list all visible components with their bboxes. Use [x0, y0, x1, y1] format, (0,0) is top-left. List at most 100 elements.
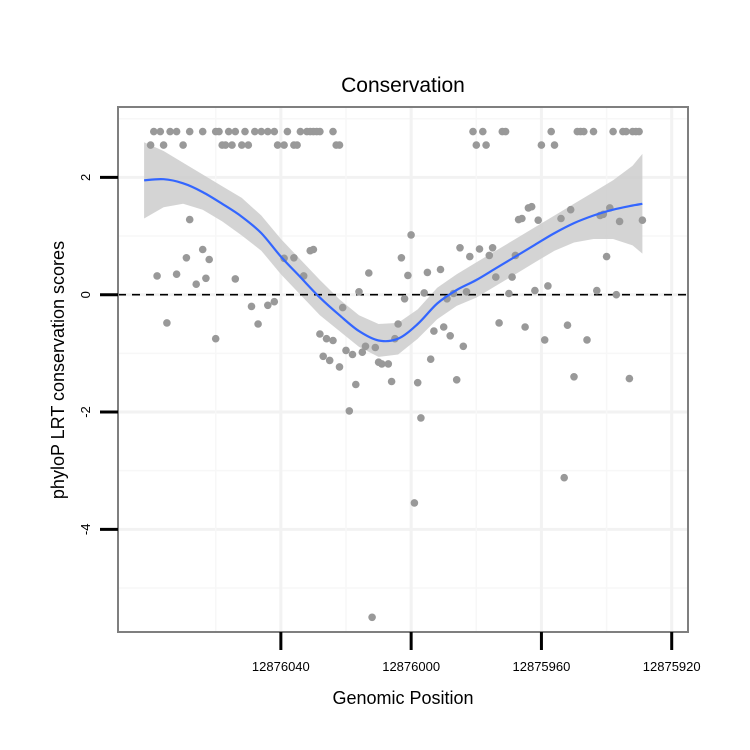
x-tick-label: 12875920 — [643, 659, 701, 674]
x-tick-label: 12876040 — [252, 659, 310, 674]
data-point — [593, 286, 601, 295]
data-point — [469, 127, 477, 136]
data-point — [466, 252, 474, 261]
data-point — [397, 253, 406, 262]
data-point — [270, 127, 279, 136]
data-point — [384, 360, 393, 368]
data-point — [378, 360, 386, 368]
data-point — [153, 272, 161, 280]
data-point — [231, 275, 240, 283]
data-point — [482, 141, 490, 149]
data-point — [371, 343, 380, 352]
data-point — [280, 141, 288, 149]
data-point — [198, 245, 207, 254]
data-point — [609, 127, 617, 136]
data-point — [387, 377, 396, 386]
data-point — [316, 330, 324, 338]
data-point — [224, 127, 233, 136]
data-point — [163, 319, 171, 327]
data-point — [540, 336, 549, 344]
data-point — [583, 336, 591, 344]
x-tick-label: 12875960 — [513, 659, 571, 674]
data-point — [436, 265, 445, 274]
data-point — [420, 289, 429, 297]
panel-border — [117, 106, 689, 633]
data-point — [400, 295, 409, 303]
data-point — [426, 355, 435, 364]
data-point — [251, 127, 259, 136]
data-point — [602, 252, 611, 261]
data-point — [452, 376, 461, 384]
data-point — [309, 245, 318, 254]
data-point — [492, 273, 500, 281]
plot-panel — [117, 106, 689, 633]
data-point — [550, 141, 559, 149]
data-point — [273, 141, 282, 149]
data-point — [361, 342, 370, 351]
data-point — [580, 127, 588, 136]
smooth-fit-line — [144, 177, 643, 343]
data-point — [264, 301, 272, 310]
data-point — [521, 323, 529, 331]
data-point — [293, 141, 301, 149]
data-point — [319, 352, 328, 361]
data-point — [534, 216, 542, 224]
data-point — [238, 141, 246, 149]
data-point — [345, 407, 354, 415]
data-point — [423, 268, 432, 277]
data-point — [456, 244, 464, 252]
data-point — [348, 350, 357, 359]
data-point — [622, 127, 630, 136]
data-point — [566, 205, 575, 214]
data-point — [446, 332, 455, 340]
data-point — [352, 380, 360, 389]
data-point — [296, 127, 305, 136]
data-point — [544, 282, 552, 290]
data-point — [205, 255, 213, 264]
y-tick-label: 2 — [78, 174, 93, 181]
x-tick-label: 12876000 — [382, 659, 440, 674]
data-point — [638, 216, 647, 224]
gridlines — [118, 107, 688, 632]
data-point — [316, 127, 324, 136]
x-axis-label: Genomic Position — [332, 688, 473, 708]
data-point — [221, 141, 230, 149]
y-axis: 2 0 -2 -4 — [78, 174, 118, 535]
data-point — [166, 127, 174, 136]
y-tick-label: -2 — [78, 406, 93, 418]
data-point — [479, 127, 487, 136]
data-point — [413, 378, 422, 387]
data-point — [527, 202, 536, 211]
data-point — [518, 214, 526, 223]
data-point — [231, 127, 240, 136]
data-point — [172, 127, 181, 136]
data-point — [589, 127, 598, 136]
data-point — [172, 270, 181, 279]
data-point — [505, 289, 513, 298]
data-point — [635, 127, 643, 136]
data-point — [355, 288, 363, 296]
data-point — [185, 215, 194, 224]
data-point — [228, 141, 236, 149]
data-point — [501, 127, 510, 136]
data-point — [247, 302, 256, 311]
data-point — [560, 473, 568, 482]
data-point — [459, 342, 468, 351]
data-point — [335, 141, 344, 149]
data-point — [417, 414, 425, 422]
data-point — [338, 303, 347, 312]
data-point — [283, 127, 292, 136]
data-point — [404, 271, 412, 280]
data-point — [211, 334, 220, 343]
data-point — [241, 127, 249, 136]
data-point — [146, 141, 155, 149]
data-point — [625, 374, 634, 383]
confidence-band — [144, 142, 643, 357]
data-point — [531, 286, 539, 295]
data-point — [185, 127, 194, 136]
data-point — [150, 127, 158, 136]
data-point — [342, 346, 350, 355]
data-point — [182, 253, 191, 262]
data-point — [159, 141, 168, 149]
